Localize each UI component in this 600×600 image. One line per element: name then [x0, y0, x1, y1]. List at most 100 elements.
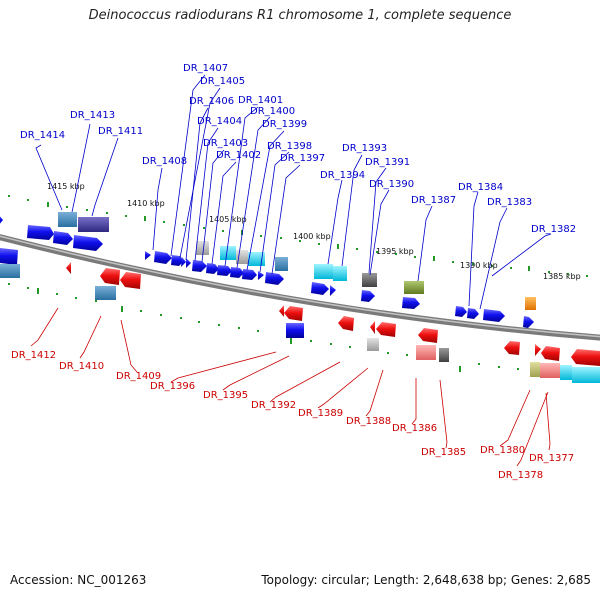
- gene-arrow[interactable]: [455, 306, 467, 317]
- gene-box[interactable]: [362, 273, 377, 287]
- gene-arrow[interactable]: [330, 285, 336, 296]
- gene-arrow[interactable]: [311, 282, 329, 295]
- gene-arrow[interactable]: [535, 344, 541, 356]
- gene-arrow[interactable]: [217, 265, 232, 276]
- map-title: Deinococcus radiodurans R1 chromosome 1,…: [88, 8, 512, 23]
- gene-label-dr1386[interactable]: DR_1386: [392, 423, 437, 434]
- gene-arrow[interactable]: [145, 251, 151, 260]
- gene-label-dr1409[interactable]: DR_1409: [116, 371, 161, 382]
- gene-box[interactable]: [525, 297, 536, 310]
- gene-arrow[interactable]: [571, 349, 600, 366]
- gene-box[interactable]: [540, 363, 560, 378]
- gene-label-dr1414[interactable]: DR_1414: [20, 130, 65, 141]
- gene-label-dr1407[interactable]: DR_1407: [183, 63, 228, 74]
- gene-label-dr1413[interactable]: DR_1413: [70, 110, 115, 121]
- gene-label-dr1395[interactable]: DR_1395: [203, 390, 248, 401]
- gene-arrow[interactable]: [541, 346, 560, 361]
- accession-text: Accession: NC_001263: [10, 573, 147, 587]
- gene-label-dr1377[interactable]: DR_1377: [529, 453, 574, 464]
- gene-label-dr1389[interactable]: DR_1389: [298, 408, 343, 419]
- gene-label-dr1392[interactable]: DR_1392: [251, 400, 296, 411]
- gene-arrow[interactable]: [181, 257, 186, 267]
- gene-box[interactable]: [196, 241, 209, 255]
- gene-label-dr1401[interactable]: DR_1401: [238, 95, 283, 106]
- gene-label-dr1398[interactable]: DR_1398: [267, 141, 312, 152]
- ruler-ticks-upper: [8, 195, 588, 277]
- gene-arrow[interactable]: [338, 316, 354, 331]
- gene-label-dr1393[interactable]: DR_1393: [342, 143, 387, 154]
- gene-label-dr1406[interactable]: DR_1406: [189, 96, 234, 107]
- gene-arrow[interactable]: [154, 251, 172, 264]
- gene-arrow[interactable]: [284, 306, 303, 321]
- gene-box[interactable]: [439, 348, 449, 362]
- gene-label-dr1411[interactable]: DR_1411: [98, 126, 143, 137]
- gene-arrow[interactable]: [66, 262, 71, 274]
- gene-arrow[interactable]: [0, 214, 3, 226]
- gene-arrow[interactable]: [258, 271, 264, 280]
- gene-label-dr1400[interactable]: DR_1400: [250, 106, 295, 117]
- gene-arrow[interactable]: [523, 316, 534, 328]
- ruler-label-1415: 1415 kbp: [47, 182, 85, 191]
- gene-label-dr1380[interactable]: DR_1380: [480, 445, 525, 456]
- gene-label-dr1404[interactable]: DR_1404: [197, 116, 242, 127]
- gene-box[interactable]: [530, 362, 540, 377]
- gene-arrow[interactable]: [361, 290, 375, 302]
- gene-box[interactable]: [95, 286, 116, 300]
- gene-arrow[interactable]: [100, 268, 120, 285]
- gene-box[interactable]: [367, 338, 379, 351]
- gene-box[interactable]: [0, 264, 20, 278]
- gene-box[interactable]: [333, 266, 347, 281]
- gene-label-dr1378[interactable]: DR_1378: [498, 470, 543, 481]
- gene-box[interactable]: [560, 365, 572, 380]
- gene-box[interactable]: [572, 367, 600, 383]
- gene-arrow[interactable]: [192, 260, 207, 272]
- gene-label-dr1385[interactable]: DR_1385: [421, 447, 466, 458]
- gene-arrow[interactable]: [206, 263, 219, 274]
- gene-box[interactable]: [58, 212, 77, 227]
- gene-label-dr1390[interactable]: DR_1390: [369, 179, 414, 190]
- gene-label-dr1383[interactable]: DR_1383: [487, 197, 532, 208]
- gene-label-dr1403[interactable]: DR_1403: [203, 138, 248, 149]
- gene-arrow[interactable]: [402, 297, 420, 309]
- gene-arrow[interactable]: [186, 258, 191, 268]
- gene-label-dr1384[interactable]: DR_1384: [458, 182, 503, 193]
- gene-arrow[interactable]: [171, 255, 184, 266]
- gene-arrow[interactable]: [242, 269, 257, 280]
- gene-label-dr1397[interactable]: DR_1397: [280, 153, 325, 164]
- gene-label-dr1388[interactable]: DR_1388: [346, 416, 391, 427]
- gene-box[interactable]: [286, 323, 304, 338]
- gene-box[interactable]: [416, 345, 436, 360]
- gene-label-dr1402[interactable]: DR_1402: [216, 150, 261, 161]
- gene-label-dr1394[interactable]: DR_1394: [320, 170, 365, 181]
- gene-arrow[interactable]: [279, 305, 284, 317]
- gene-label-dr1408[interactable]: DR_1408: [142, 156, 187, 167]
- reverse-gene-track: [0, 248, 600, 383]
- gene-label-dr1387[interactable]: DR_1387: [411, 195, 456, 206]
- gene-arrow[interactable]: [376, 322, 396, 337]
- gene-box[interactable]: [78, 217, 109, 232]
- gene-label-dr1391[interactable]: DR_1391: [365, 157, 410, 168]
- gene-arrow[interactable]: [27, 225, 54, 240]
- gene-arrow[interactable]: [265, 272, 284, 285]
- gene-arrow[interactable]: [53, 231, 73, 245]
- gene-box[interactable]: [275, 257, 288, 271]
- gene-label-dr1399[interactable]: DR_1399: [262, 119, 307, 130]
- gene-arrow[interactable]: [0, 248, 18, 265]
- gene-arrow[interactable]: [370, 321, 375, 334]
- gene-label-dr1412[interactable]: DR_1412: [11, 350, 56, 361]
- gene-arrow[interactable]: [418, 328, 438, 343]
- gene-arrow[interactable]: [73, 235, 103, 251]
- gene-arrow[interactable]: [504, 341, 520, 355]
- gene-label-dr1382[interactable]: DR_1382: [531, 224, 576, 235]
- gene-arrow[interactable]: [120, 272, 141, 289]
- gene-label-dr1410[interactable]: DR_1410: [59, 361, 104, 372]
- gene-label-dr1396[interactable]: DR_1396: [150, 381, 195, 392]
- gene-box[interactable]: [220, 246, 236, 260]
- gene-box[interactable]: [404, 281, 424, 294]
- gene-arrow[interactable]: [483, 309, 505, 322]
- gene-arrow[interactable]: [230, 267, 244, 278]
- gene-box[interactable]: [314, 264, 333, 279]
- gene-box[interactable]: [248, 252, 265, 266]
- gene-label-dr1405[interactable]: DR_1405: [200, 76, 245, 87]
- gene-arrow[interactable]: [467, 308, 479, 319]
